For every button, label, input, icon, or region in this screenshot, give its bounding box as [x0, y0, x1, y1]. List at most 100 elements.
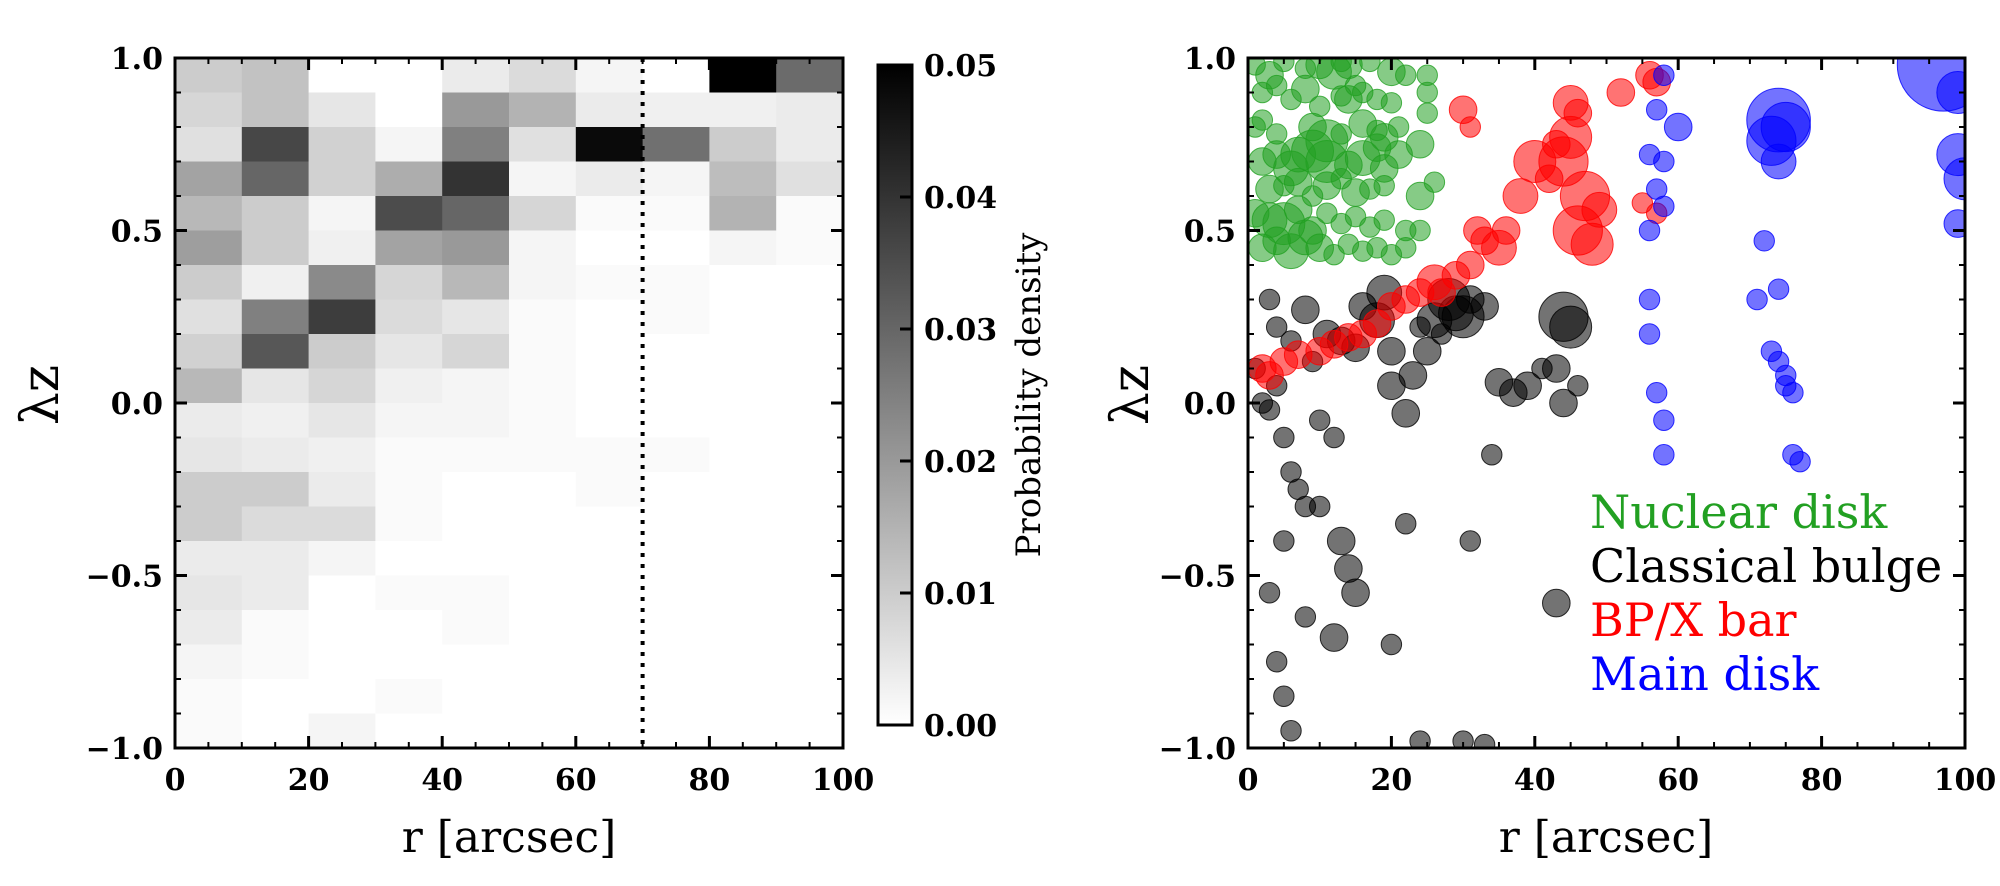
heatmap-cell	[375, 161, 443, 197]
scatter-panel: 0 20 40 60 80 100 −1.0 −0.5 0.0 0.5 1.0 r [arcsec]…	[1101, 42, 1997, 863]
heatmap-cell	[642, 610, 710, 646]
scatter-point	[1291, 74, 1320, 104]
heatmap-cell	[241, 196, 310, 232]
heatmap-x-axis-title: r [arcsec]	[402, 812, 617, 863]
scatter-point	[1481, 444, 1503, 466]
series-bp-x-bar	[1248, 60, 1671, 390]
scatter-point	[1542, 354, 1571, 383]
heatmap-cell	[575, 196, 644, 232]
scatter-point	[1265, 651, 1288, 673]
heatmap-cell	[308, 644, 376, 680]
heatmap-cell	[308, 265, 376, 301]
scatter-point	[1373, 174, 1395, 197]
heatmap-cell	[709, 541, 777, 577]
scatter-point	[1645, 381, 1668, 404]
heatmap-y-tick-label: 0.5	[111, 215, 163, 250]
scatter-point	[1395, 64, 1417, 86]
heatmap-cell	[709, 92, 777, 128]
heatmap-cell	[175, 127, 243, 163]
legend-nuclear-disk: Nuclear disk	[1590, 485, 1888, 539]
heatmap-cell	[642, 127, 710, 163]
heatmap-cell	[509, 230, 577, 266]
heatmap-cell	[175, 196, 243, 232]
scatter-point	[1273, 426, 1295, 449]
scatter-point	[1294, 606, 1317, 628]
legend-main-disk: Main disk	[1590, 647, 1820, 701]
heatmap-cell	[375, 334, 443, 370]
heatmap-cell	[175, 506, 243, 542]
heatmap-cell	[241, 644, 310, 680]
scatter-point	[1455, 250, 1485, 280]
heatmap-cell	[575, 127, 644, 163]
legend-classical-bulge: Classical bulge	[1590, 539, 1942, 593]
scatter-point	[1653, 64, 1675, 86]
heatmap-cell	[375, 368, 443, 404]
scatter-point	[1653, 150, 1675, 173]
heatmap-cell	[509, 472, 577, 508]
heatmap-cell	[709, 679, 777, 715]
heatmap-cell	[575, 679, 644, 715]
scatter-point	[1273, 58, 1295, 73]
scatter-point	[1423, 171, 1446, 193]
scatter-point	[1309, 409, 1331, 431]
heatmap-cell	[175, 161, 243, 197]
heatmap-cell	[575, 265, 644, 301]
heatmap-cell	[776, 299, 844, 335]
scatter-point	[1753, 230, 1775, 252]
heatmap-cell	[175, 610, 243, 646]
scatter-x-tick-label: 100	[1934, 763, 1997, 798]
heatmap-cell	[709, 403, 777, 439]
heatmap-cell	[442, 196, 510, 232]
heatmap-cell	[575, 506, 644, 542]
heatmap-cell	[776, 161, 844, 197]
heatmap-cell	[308, 610, 376, 646]
heatmap-cell	[776, 644, 844, 680]
heatmap-cell	[709, 368, 777, 404]
heatmap-cell	[642, 230, 710, 266]
heatmap-cell	[575, 541, 644, 577]
heatmap-cell	[241, 541, 310, 577]
heatmap-cell	[575, 230, 644, 266]
scatter-point	[1782, 381, 1804, 404]
heatmap-y-tick-label: 1.0	[111, 42, 163, 77]
scatter-point	[1416, 81, 1438, 104]
heatmap-cell	[642, 575, 710, 611]
scatter-point	[1581, 191, 1618, 228]
scatter-point	[1549, 388, 1578, 418]
scatter-point	[1638, 219, 1661, 242]
scatter-point	[1549, 305, 1593, 349]
scatter-x-tick-label: 0	[1238, 763, 1259, 798]
scatter-point	[1258, 582, 1281, 604]
heatmap-cell	[175, 265, 243, 301]
heatmap-cell	[709, 161, 777, 197]
heatmap-cell	[442, 575, 510, 611]
scatter-y-tick-label: −1.0	[1159, 732, 1236, 767]
heatmap-cell	[642, 265, 710, 301]
heatmap-cell	[375, 230, 443, 266]
heatmap-cell	[575, 299, 644, 335]
scatter-point	[1409, 219, 1431, 242]
heatmap-cell	[776, 679, 844, 715]
heatmap-cell	[709, 265, 777, 301]
heatmap-cell	[375, 196, 443, 232]
heatmap-cell	[375, 92, 443, 128]
series-classical-bulge	[1248, 274, 1593, 748]
heatmap-x-tick-label: 40	[421, 763, 463, 798]
heatmap-cell	[509, 403, 577, 439]
heatmap-cell	[442, 127, 510, 163]
heatmap-cell	[175, 575, 243, 611]
heatmap-cell	[375, 472, 443, 508]
heatmap-cell	[776, 92, 844, 128]
scatter-y-axis-title: λz	[1101, 365, 1161, 425]
heatmap-cell	[175, 541, 243, 577]
scatter-point	[1416, 102, 1438, 124]
heatmap-cell	[308, 575, 376, 611]
colorbar-tick-label: 0.03	[924, 313, 997, 348]
heatmap-cell	[575, 161, 644, 197]
heatmap-cell	[575, 575, 644, 611]
heatmap-cell	[308, 230, 376, 266]
heatmap-cell	[375, 679, 443, 715]
colorbar-tick-label: 0.00	[924, 709, 997, 744]
heatmap-x-tick-label: 60	[555, 763, 597, 798]
